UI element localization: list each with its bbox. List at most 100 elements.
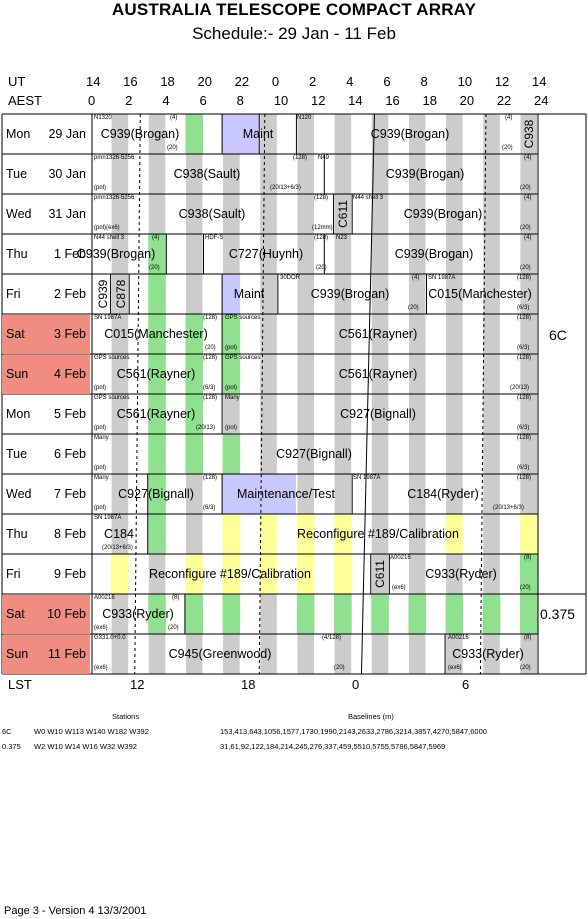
row-date: 30 Jan bbox=[48, 167, 86, 181]
baseline-list-6c: 153,413,643,1056,1577,1730,1990,2143,263… bbox=[220, 727, 487, 736]
observation-note: pmn1326-5256 bbox=[94, 195, 135, 201]
observation-note: (6/3) bbox=[203, 505, 216, 511]
observation-note: (128) bbox=[517, 355, 532, 361]
project-label: C015(Manchester) bbox=[428, 287, 532, 301]
row-date: 11 Feb bbox=[48, 647, 86, 661]
schedule-block bbox=[408, 594, 426, 634]
schedule-block bbox=[334, 594, 352, 634]
observation-note: (8) bbox=[524, 555, 532, 561]
project-label: C939(Brogan) bbox=[394, 247, 474, 261]
observation-note: (pol) bbox=[225, 385, 238, 391]
schedule-block bbox=[222, 114, 259, 154]
vertical-project-label: C611 bbox=[336, 200, 350, 228]
observation-note: (20/13+6/3) bbox=[270, 185, 301, 191]
schedule-block bbox=[259, 514, 278, 554]
ut-tick: 10 bbox=[457, 74, 473, 89]
observation-note: (6/3) bbox=[203, 385, 216, 391]
project-label: C927(Bignall) bbox=[340, 407, 416, 421]
observation-note: HDF-S bbox=[205, 235, 224, 241]
schedule-block bbox=[185, 114, 203, 154]
observation-note: A00216 bbox=[448, 635, 469, 641]
observation-note: (8) bbox=[524, 635, 532, 641]
observation-note: (4) bbox=[524, 195, 532, 201]
row-date: 31 Jan bbox=[48, 207, 86, 221]
aest-tick: 6 bbox=[199, 93, 207, 108]
observation-note: (4/128) bbox=[322, 635, 342, 641]
project-label: C727(Huynh) bbox=[228, 247, 304, 261]
observation-note: (4) bbox=[170, 115, 178, 121]
row-day: Fri bbox=[6, 287, 21, 301]
row-day: Sat bbox=[6, 327, 25, 341]
observation-note: (128) bbox=[203, 395, 218, 401]
project-label: C939(Brogan) bbox=[370, 127, 450, 141]
schedule-block bbox=[222, 354, 241, 394]
ut-tick: 6 bbox=[383, 74, 391, 89]
project-label: Maint bbox=[233, 287, 265, 301]
aest-tick: 4 bbox=[162, 93, 170, 108]
observation-note: (pol) bbox=[94, 505, 107, 511]
observation-note: SN 1987A bbox=[353, 475, 381, 481]
observation-note: (128) bbox=[314, 195, 329, 201]
observation-note: (128) bbox=[314, 235, 329, 241]
schedule-block bbox=[111, 554, 129, 594]
observation-note: (128) bbox=[203, 315, 218, 321]
observation-note: 30DOR bbox=[280, 275, 301, 281]
ut-tick: 0 bbox=[271, 74, 280, 89]
observation-note: A00216 bbox=[390, 555, 411, 561]
station-list-0375: W2 W10 W14 W16 W32 W392 bbox=[34, 742, 137, 751]
ut-label: UT bbox=[8, 74, 26, 89]
schedule-block bbox=[259, 554, 278, 594]
lst-tick: 0 bbox=[352, 677, 360, 692]
aest-tick: 24 bbox=[534, 93, 549, 108]
observation-note: (20) bbox=[502, 145, 513, 151]
observation-note: (ex6) bbox=[392, 585, 406, 591]
observation-note: GPS sources bbox=[225, 315, 261, 321]
schedule-block bbox=[222, 274, 241, 314]
schedule-block bbox=[482, 594, 501, 634]
schedule-block bbox=[519, 554, 538, 594]
row-day: Sat bbox=[6, 607, 25, 621]
row-day: Sun bbox=[6, 647, 29, 661]
row-day: Wed bbox=[6, 207, 32, 221]
project-label: C561(Rayner) bbox=[116, 367, 196, 381]
row-day: Tue bbox=[6, 447, 28, 461]
observation-note: (12mm) bbox=[312, 225, 333, 231]
schedule-block bbox=[334, 514, 352, 554]
observation-note: (20/13+6/3) bbox=[102, 545, 133, 551]
project-label: Maint bbox=[242, 127, 274, 141]
aest-tick: 2 bbox=[125, 93, 133, 108]
project-label: Reconfigure #189/Calibration bbox=[297, 527, 459, 541]
observation-note: (pol) bbox=[225, 425, 238, 431]
schedule-block bbox=[334, 554, 352, 594]
row-label: Sat 10 Feb bbox=[2, 594, 90, 634]
schedule-block bbox=[148, 514, 166, 554]
row-label: Wed 7 Feb bbox=[2, 475, 90, 514]
schedule-block bbox=[148, 314, 166, 354]
schedule-block bbox=[185, 394, 203, 434]
project-label: C938(Sault) bbox=[178, 207, 246, 221]
project-label: C561(Rayner) bbox=[338, 327, 418, 341]
observation-note: (6/3) bbox=[517, 465, 530, 471]
config-6c: 6C bbox=[549, 327, 567, 343]
row-date: 7 Feb bbox=[54, 487, 86, 501]
page-title: AUSTRALIA TELESCOPE COMPACT ARRAY bbox=[111, 0, 477, 19]
ut-tick: 18 bbox=[160, 74, 175, 89]
aest-tick: 0 bbox=[88, 93, 96, 108]
aest-tick: 16 bbox=[385, 93, 400, 108]
config-0375: 0.375 bbox=[540, 606, 576, 622]
ut-tick: 14 bbox=[532, 74, 547, 89]
station-list-6c: W0 W10 W113 W140 W182 W392 bbox=[34, 727, 149, 736]
project-label: C939(Brogan) bbox=[403, 207, 483, 221]
aest-tick: 8 bbox=[236, 93, 244, 108]
observation-note: (4) bbox=[505, 115, 513, 121]
schedule-block bbox=[148, 394, 166, 434]
vertical-project-label: C939 bbox=[96, 279, 110, 309]
row-date: 10 Feb bbox=[47, 607, 86, 621]
row-date: 3 Feb bbox=[54, 327, 86, 341]
observation-note: (pol) bbox=[94, 185, 107, 191]
row-date: 1 Feb bbox=[54, 247, 86, 261]
observation-note: SN 1987A bbox=[94, 315, 122, 321]
vertical-project-label: C611 bbox=[373, 560, 387, 588]
row-day: Tue bbox=[6, 167, 28, 181]
observation-note: (pol) bbox=[225, 345, 238, 351]
